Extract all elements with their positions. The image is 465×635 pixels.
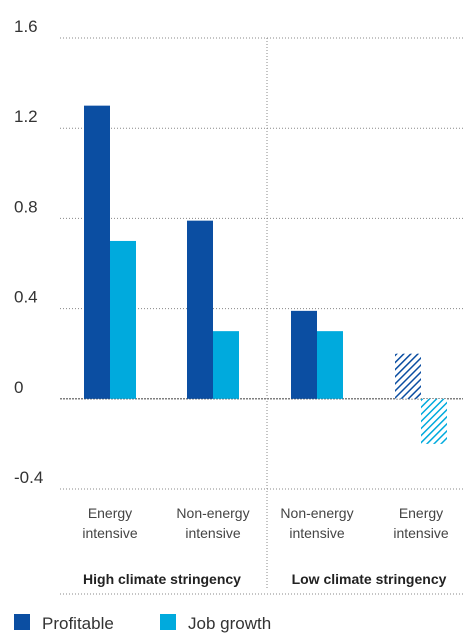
- bar-profitable: [291, 310, 317, 399]
- y-axis-ticks: 1.6 1.2 0.8 0.4 0 -0.4: [14, 17, 43, 487]
- legend-label: Profitable: [42, 614, 114, 633]
- legend-label: Job growth: [188, 614, 271, 633]
- y-tick-label: 1.6: [14, 17, 38, 36]
- category-labels: Energy intensive Non-energy intensive Non-en…: [82, 505, 448, 541]
- category-label: intensive: [185, 525, 240, 541]
- group-dividers: [60, 38, 463, 595]
- y-tick-label: 1.2: [14, 107, 38, 126]
- bar-profitable: [187, 220, 213, 399]
- bar-profitable: [84, 105, 110, 399]
- category-label: intensive: [289, 525, 344, 541]
- bar-job-growth: [110, 240, 136, 399]
- y-tick-label: 0: [14, 378, 23, 397]
- group-label: Low climate stringency: [292, 571, 447, 587]
- y-tick-label: 0.4: [14, 288, 38, 307]
- category-label: intensive: [82, 525, 137, 541]
- category-label: intensive: [393, 525, 448, 541]
- bar-profitable: [395, 353, 421, 399]
- category-label: Non-energy: [280, 505, 353, 521]
- category-label: Non-energy: [176, 505, 249, 521]
- group-labels: High climate stringency Low climate strin…: [83, 571, 447, 587]
- legend: Profitable Job growth: [14, 614, 271, 633]
- group-label: High climate stringency: [83, 571, 241, 587]
- bar-job-growth: [213, 331, 239, 399]
- bar-job-growth: [317, 331, 343, 399]
- legend-swatch: [14, 614, 30, 630]
- y-tick-label: -0.4: [14, 468, 43, 487]
- bar-job-growth: [421, 398, 447, 444]
- category-label: Energy: [88, 505, 132, 521]
- bars: [84, 105, 447, 444]
- legend-swatch: [160, 614, 176, 630]
- category-label: Energy: [399, 505, 443, 521]
- y-tick-label: 0.8: [14, 197, 38, 216]
